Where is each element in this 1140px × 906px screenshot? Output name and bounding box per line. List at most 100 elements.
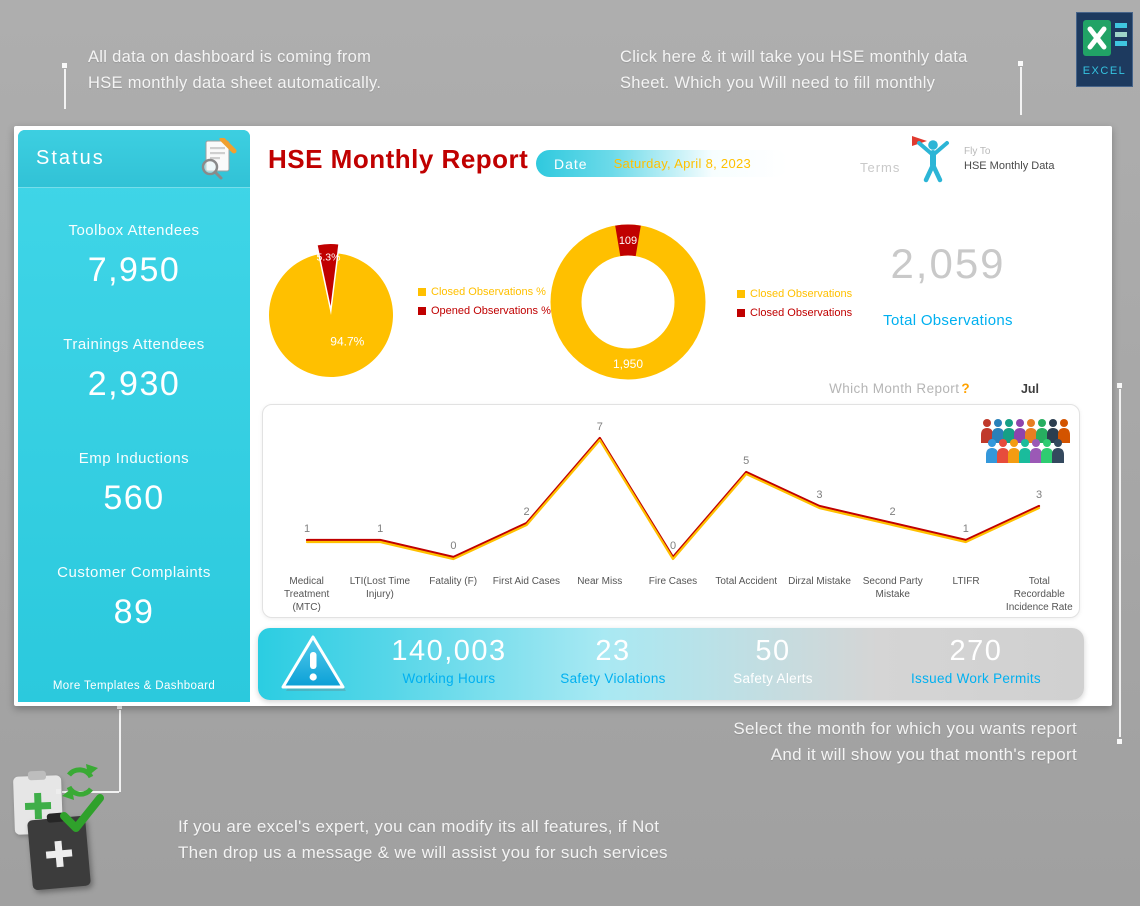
annotation-line: Then drop us a message & we will assist …	[178, 843, 668, 862]
connector-line	[1020, 67, 1022, 115]
stat-value: 2,930	[87, 365, 181, 403]
month-selected[interactable]: Jul	[1020, 382, 1040, 396]
svg-text:0: 0	[450, 540, 456, 552]
stat-value: 140,003	[391, 635, 507, 667]
legend-item: Closed Observations %	[418, 286, 551, 298]
annotation-top-right: Click here & it will take you HSE monthl…	[620, 44, 968, 96]
svg-text:5: 5	[743, 455, 749, 467]
stat-safety-alerts: 50 Safety Alerts	[683, 635, 863, 686]
clipboard-clip	[27, 770, 47, 781]
question-mark: ?	[961, 381, 970, 396]
svg-text:2: 2	[524, 506, 530, 518]
svg-text:109: 109	[619, 235, 637, 247]
total-observations-label: Total Observations	[883, 312, 1013, 329]
incidents-line-chart-panel: 1 1 0 2 7 0 5 3 2 1 3 Medical Treatment (MTC) LTI(L…	[262, 404, 1080, 618]
stat-label: Trainings Attendees	[63, 336, 205, 353]
svg-text:7: 7	[597, 421, 603, 433]
annotation-bottom-left: If you are excel's expert, you can modif…	[178, 814, 668, 866]
fly-to-link[interactable]: Fly To HSE Monthly Data	[910, 134, 1054, 184]
svg-text:0: 0	[670, 540, 676, 552]
legend-item: Opened Observations %	[418, 305, 551, 317]
stat-label: Toolbox Attendees	[68, 222, 200, 239]
stat-value: 270	[949, 635, 1003, 667]
stat-value: 560	[103, 479, 165, 517]
fly-to-caption: Fly To	[964, 146, 991, 157]
date-value: Saturday, April 8, 2023	[613, 156, 752, 171]
annotation-top-left: All data on dashboard is coming from HSE…	[88, 44, 381, 96]
stat-safety-violations: 23 Safety Violations	[523, 635, 703, 686]
svg-text:3: 3	[816, 489, 822, 501]
fly-to-target: HSE Monthly Data	[964, 160, 1055, 172]
excel-x-icon	[1083, 20, 1127, 56]
stat-value: 50	[755, 635, 791, 667]
category-axis: Medical Treatment (MTC) LTI(Lost Time Inj…	[270, 575, 1076, 614]
annotation-line: Sheet. Which you Will need to fill month…	[620, 74, 936, 92]
terms-label: Terms	[860, 160, 901, 175]
stat-value: 23	[595, 635, 631, 667]
annotation-line: Select the month for which you wants rep…	[733, 719, 1077, 738]
svg-text:1: 1	[304, 523, 310, 535]
connector-line	[1119, 389, 1121, 737]
date-field[interactable]: Date Saturday, April 8, 2023	[536, 150, 788, 177]
sidebar-header: Status	[18, 130, 250, 188]
more-templates-link[interactable]: More Templates & Dashboard	[52, 680, 216, 692]
svg-text:3: 3	[1036, 489, 1042, 501]
stat-label: Issued Work Permits	[911, 671, 1041, 686]
category-label: Fire Cases	[648, 576, 698, 587]
legend-label: Closed Observations %	[431, 286, 546, 298]
observations-pie-chart: 94.7% 5.3%	[269, 244, 393, 377]
legend-label: Closed Observations	[750, 288, 853, 300]
stat-working-hours: 140,003 Working Hours	[359, 635, 539, 686]
legend-swatch	[737, 309, 745, 317]
svg-text:1: 1	[377, 523, 383, 535]
stat-label: Safety Violations	[560, 671, 666, 686]
fly-to-text: Fly To HSE Monthly Data	[964, 146, 1054, 172]
annotation-line: All data on dashboard is coming from	[88, 48, 372, 66]
stat-trainings-attendees: Trainings Attendees 2,930	[18, 336, 250, 404]
annotation-line: And it will show you that month's report	[770, 745, 1077, 764]
category-label: LTI(Lost Time Injury)	[349, 576, 411, 600]
stat-label: Emp Inductions	[78, 450, 190, 467]
legend-swatch	[418, 288, 426, 296]
category-label: Total Accident	[715, 576, 778, 587]
incidents-line-chart: 1 1 0 2 7 0 5 3 2 1 3	[304, 421, 1042, 561]
connector-dot	[62, 63, 67, 68]
legend-item: Closed Observations	[737, 307, 852, 319]
category-label: Near Miss	[577, 576, 623, 587]
excel-logo: EXCEL	[1076, 12, 1133, 87]
category-label: First Aid Cases	[492, 576, 561, 587]
dashboard-card: Status Toolbox Attendees 7,950 Tra	[14, 126, 1112, 706]
stat-value: 7,950	[87, 251, 181, 289]
checkmark-icon	[60, 794, 104, 832]
legend-item: Closed Observations	[737, 288, 852, 300]
legend-swatch	[737, 290, 745, 298]
svg-text:1: 1	[963, 523, 969, 535]
svg-text:2: 2	[890, 506, 896, 518]
sidebar-title: Status	[36, 147, 105, 169]
legend-label: Closed Observations	[750, 307, 853, 319]
donut-legend: Closed Observations Closed Observations	[737, 288, 852, 319]
category-label: Total Recordable Incidence Rate	[1005, 576, 1073, 613]
sidebar-stats: Toolbox Attendees 7,950 Trainings Attend…	[18, 188, 250, 632]
date-label: Date	[554, 155, 588, 172]
connector-line	[119, 710, 121, 792]
annotation-bottom-right: Select the month for which you wants rep…	[705, 716, 1077, 768]
stat-label: Customer Complaints	[57, 564, 211, 581]
total-observations-value: 2,059	[890, 240, 1006, 287]
stat-issued-work-permits: 270 Issued Work Permits	[886, 635, 1066, 686]
stat-toolbox-attendees: Toolbox Attendees 7,950	[18, 222, 250, 290]
category-label: Fatality (F)	[429, 576, 478, 587]
connector-dot	[1117, 739, 1122, 744]
status-sidebar: Status Toolbox Attendees 7,950 Tra	[18, 130, 250, 702]
connector-dot	[1018, 61, 1023, 66]
month-report-question: Which Month Report?	[708, 381, 970, 396]
warning-icon	[281, 635, 346, 691]
stat-customer-complaints: Customer Complaints 89	[18, 564, 250, 632]
recycle-icon	[62, 764, 98, 800]
pie-legend: Closed Observations % Opened Observation…	[418, 286, 551, 317]
category-label: Second Party Mistake	[862, 576, 923, 600]
plus-icon	[45, 840, 73, 868]
cheering-person-icon	[912, 136, 949, 183]
annotation-line: If you are excel's expert, you can modif…	[178, 817, 660, 836]
